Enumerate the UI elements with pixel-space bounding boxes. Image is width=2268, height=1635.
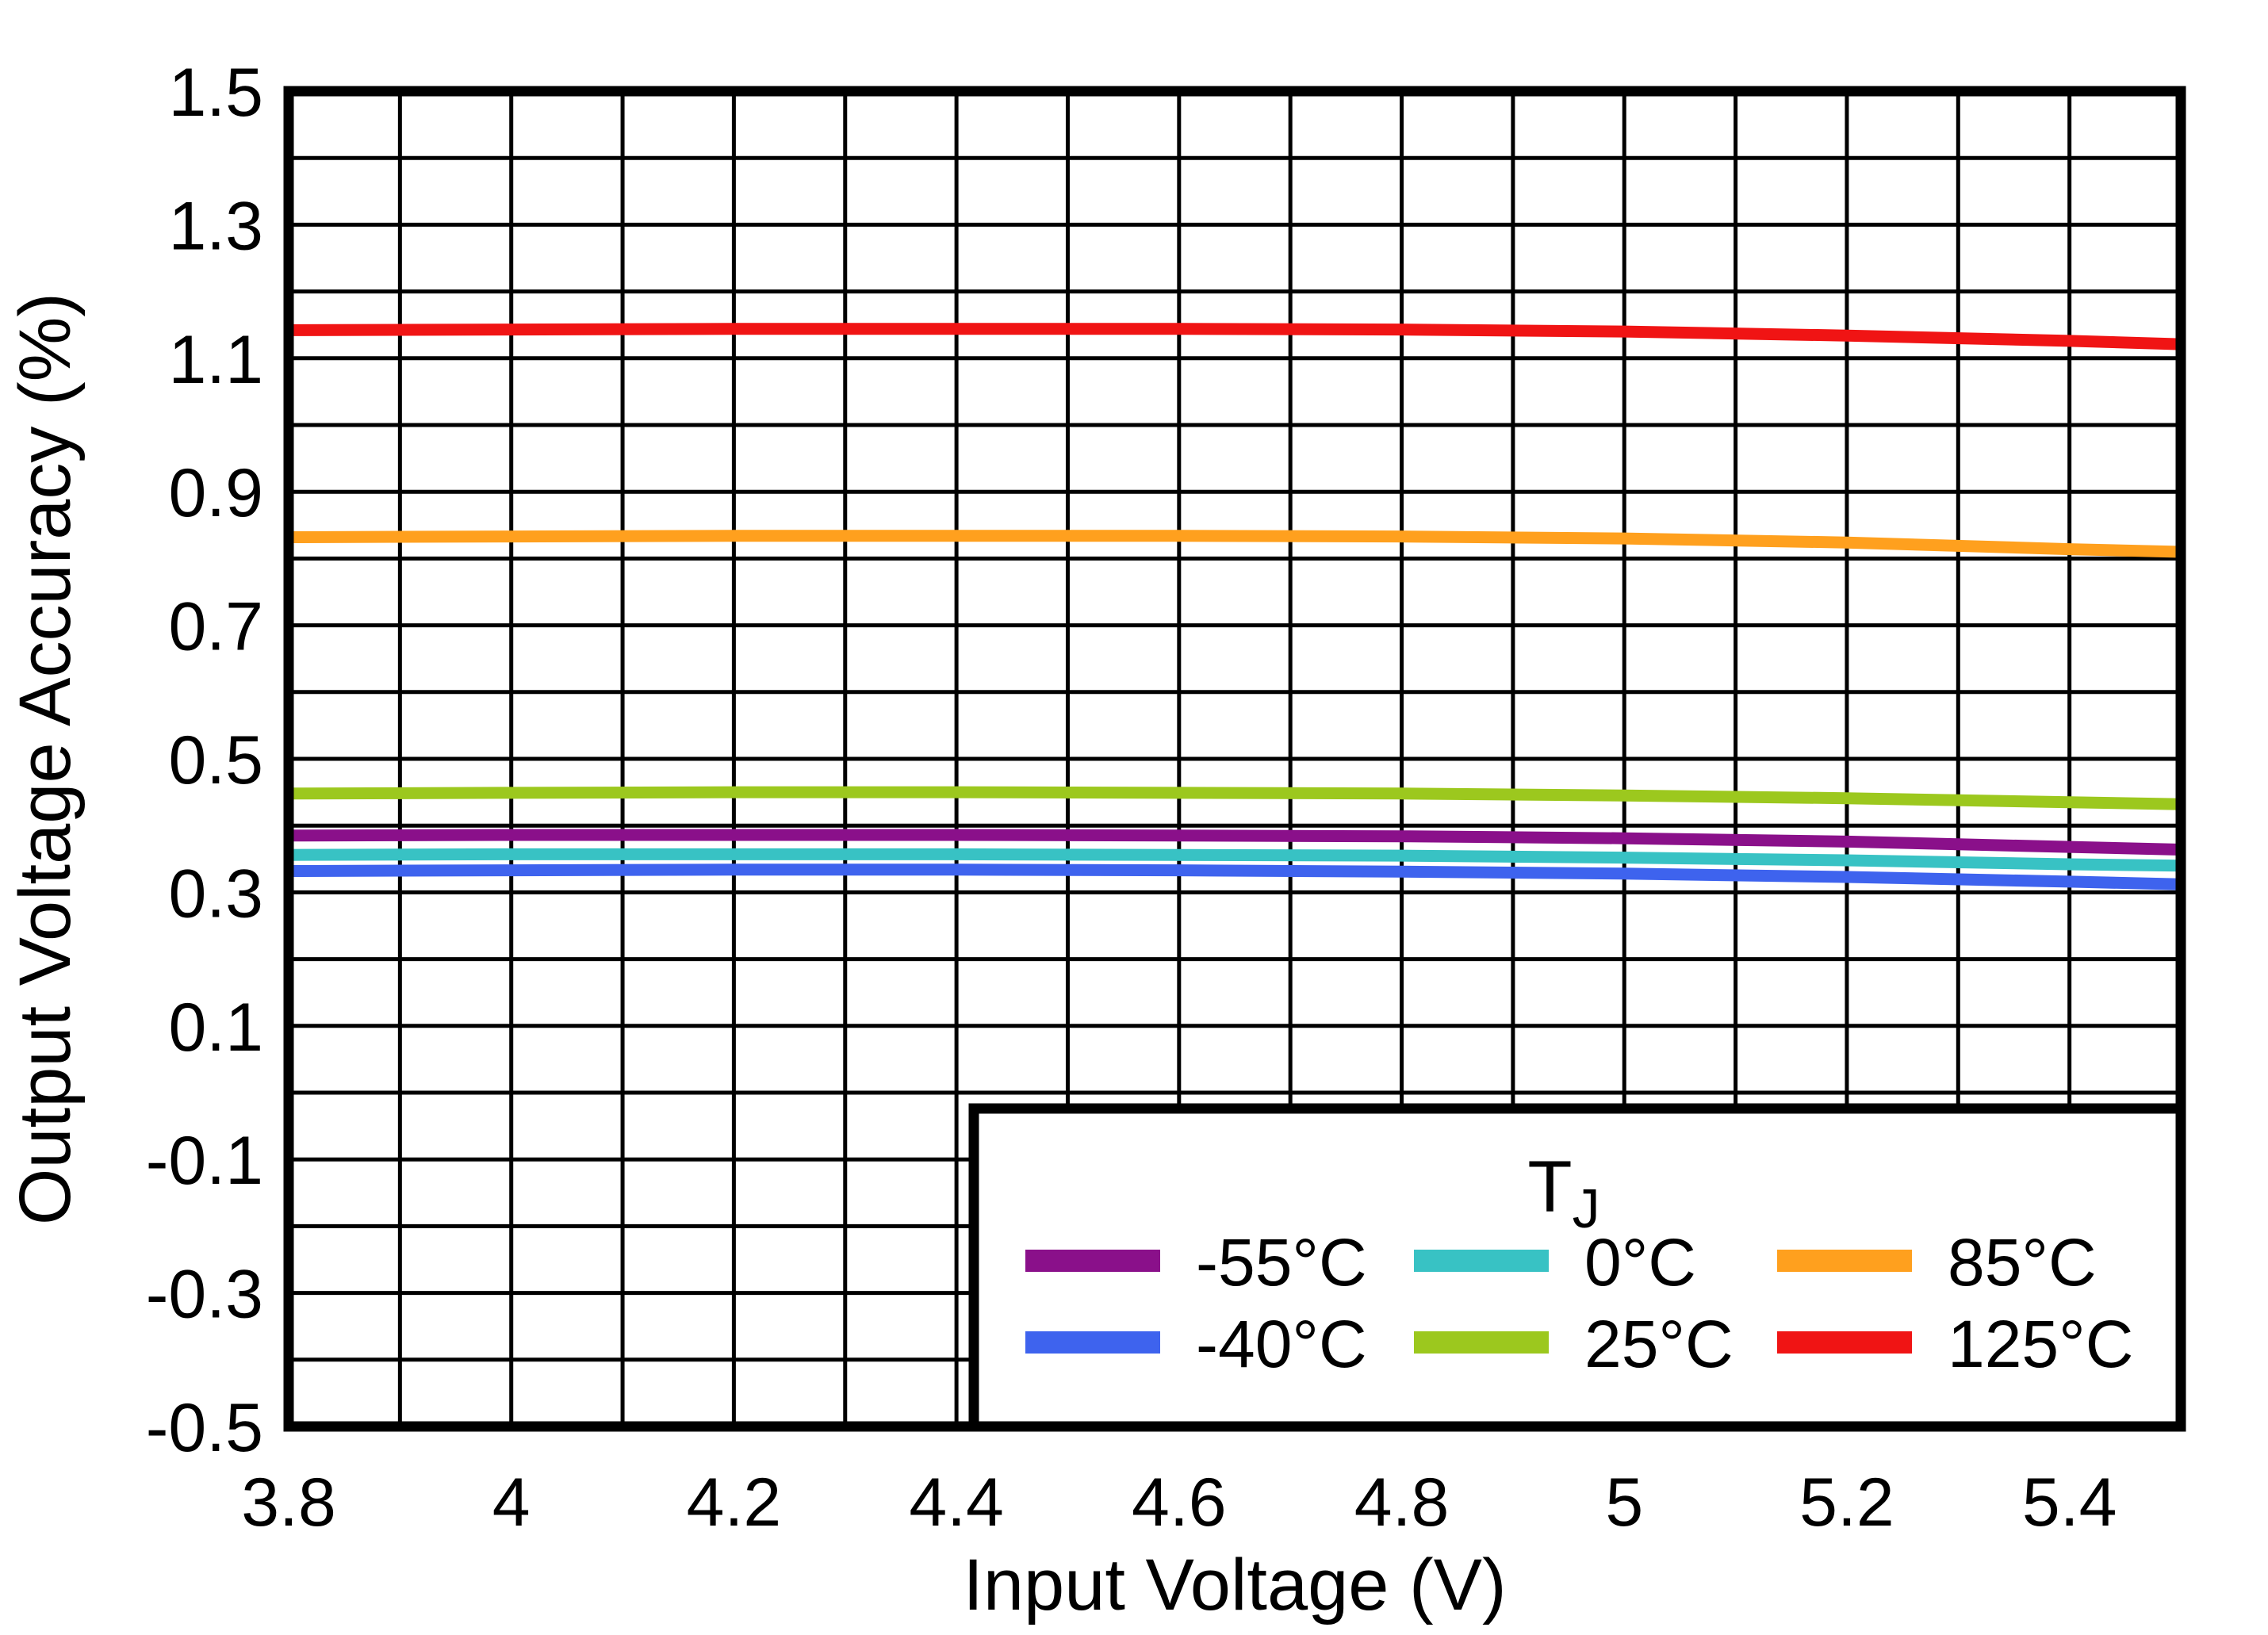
legend-swatch-25cc [1414,1331,1549,1354]
x-tick-label: 5.4 [2022,1465,2117,1541]
y-axis-tick-labels: 1.5 1.3 1.1 0.9 0.7 0.5 0.3 0.1 -0.1 -0.3 -0.5 [146,55,263,1466]
legend-swatch-85cc [1777,1250,1912,1272]
y-tick-label: 0.1 [168,990,263,1066]
series-layer [288,323,2182,890]
legend-swatch-125cc [1777,1331,1912,1354]
x-tick-label: 5.2 [1799,1465,1894,1541]
y-axis-title: Output Voltage Accuracy (%) [5,293,86,1225]
legend-entries: -55°C 0°C 85°C -40°C 25°C 125°C [1025,1225,2133,1381]
y-tick-label: -0.3 [146,1257,263,1333]
legend-swatch--55cc [1025,1250,1160,1272]
series-line-25cc [288,786,2182,810]
legend: TJ -55°C 0°C 85°C -40°C 25°C 125°C [968,1103,2186,1432]
legend-label: 85°C [1948,1225,2097,1300]
legend-swatch--40cc [1025,1331,1160,1354]
y-tick-label: 1.5 [168,55,263,131]
y-tick-label: -0.5 [146,1390,263,1466]
x-tick-label: 5 [1605,1465,1643,1541]
x-tick-label: 4.2 [687,1465,782,1541]
legend-label: 125°C [1948,1307,2133,1381]
legend-label: -55°C [1196,1225,1367,1300]
series-line-0cc [288,848,2182,872]
x-tick-label: 4 [492,1465,531,1541]
legend-swatch-0cc [1414,1250,1549,1272]
y-tick-label: 1.1 [168,322,263,398]
legend-label: 0°C [1584,1225,1696,1300]
y-tick-label: 0.9 [168,455,263,531]
y-tick-label: -0.1 [146,1123,263,1199]
legend-label: -40°C [1196,1307,1367,1381]
x-axis-title: Input Voltage (V) [963,1545,1506,1625]
x-tick-label: 3.8 [241,1465,336,1541]
x-axis-tick-labels: 3.8 4 4.2 4.4 4.6 4.8 5 5.2 5.4 [241,1465,2117,1541]
series-line-125cc [288,323,2182,350]
legend-title: TJ [1527,1147,1599,1239]
series-line--40cc [288,863,2182,890]
x-tick-label: 4.6 [1132,1465,1227,1541]
y-tick-label: 0.7 [168,589,263,665]
y-tick-label: 0.5 [168,722,263,798]
y-tick-label: 1.3 [168,188,263,264]
legend-box [968,1103,2186,1432]
legend-label: 25°C [1584,1307,1734,1381]
x-tick-label: 4.8 [1354,1465,1450,1541]
y-tick-label: 0.3 [168,856,263,932]
series-line--55cc [288,829,2182,856]
series-line-85cc [288,530,2182,558]
x-tick-label: 4.4 [909,1465,1004,1541]
